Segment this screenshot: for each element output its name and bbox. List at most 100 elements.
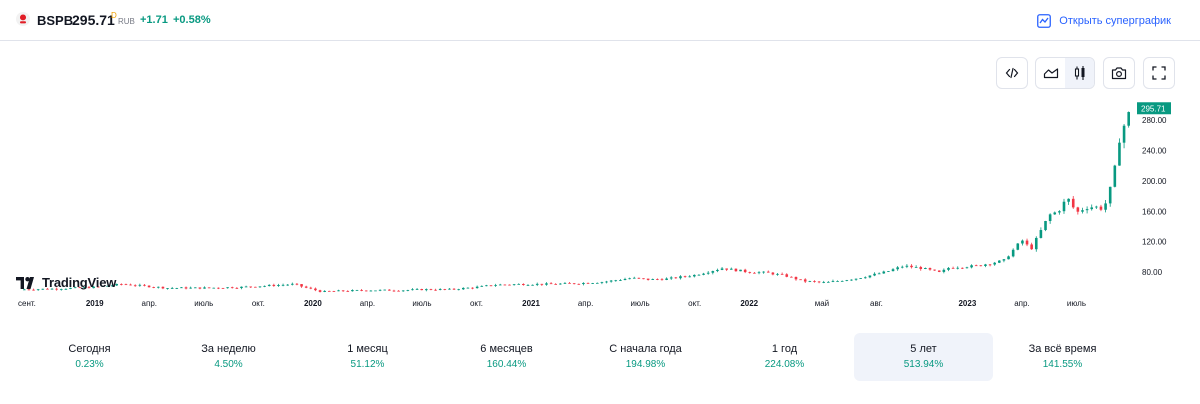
price-chart[interactable]: 280.00 240.00 200.00 160.00 120.00 80.00 295.7… bbox=[0, 95, 1200, 320]
candle-body bbox=[642, 278, 645, 280]
candle-body bbox=[947, 267, 950, 270]
fullscreen-button[interactable] bbox=[1143, 57, 1175, 89]
candle-body bbox=[531, 284, 534, 286]
candle-body bbox=[452, 288, 456, 290]
candle-body bbox=[993, 262, 996, 265]
candle-body bbox=[106, 285, 109, 287]
candle-body bbox=[1039, 230, 1043, 238]
period-3[interactable]: 6 месяцев 160.44% bbox=[437, 333, 576, 381]
candle-body bbox=[1058, 211, 1061, 213]
candle-body bbox=[466, 287, 470, 289]
candle-body bbox=[304, 286, 308, 288]
price-axis-label: 240.00 bbox=[1142, 147, 1167, 156]
price-axis-label: 80.00 bbox=[1142, 268, 1163, 277]
candle-body bbox=[217, 287, 220, 289]
candle-body bbox=[632, 277, 636, 279]
candle-body bbox=[272, 284, 276, 286]
area-chart-button[interactable] bbox=[1036, 58, 1065, 88]
period-2[interactable]: 1 месяц 51.12% bbox=[298, 333, 437, 381]
candle-body bbox=[286, 284, 289, 286]
candle-body bbox=[637, 277, 641, 279]
candle-body bbox=[725, 268, 728, 270]
candle-body bbox=[517, 283, 521, 285]
candle-body bbox=[46, 288, 49, 290]
candle-body bbox=[189, 287, 192, 289]
candle-body bbox=[549, 283, 553, 285]
period-label: 6 месяцев bbox=[480, 343, 533, 355]
candle-body bbox=[961, 267, 964, 269]
candle-body bbox=[69, 287, 72, 289]
candle-body bbox=[212, 287, 216, 289]
candle-body bbox=[1002, 259, 1006, 261]
price-axis: 280.00 240.00 200.00 160.00 120.00 80.00 295.7… bbox=[1137, 102, 1171, 277]
candle-body bbox=[905, 265, 909, 267]
candle-body bbox=[323, 290, 326, 292]
candle-body bbox=[485, 285, 488, 287]
price-axis-label: 120.00 bbox=[1142, 238, 1167, 247]
candle-body bbox=[739, 269, 742, 272]
candle-body bbox=[988, 264, 992, 266]
candle-body bbox=[1016, 243, 1020, 250]
candle-body bbox=[244, 286, 248, 288]
candle-body bbox=[748, 272, 752, 273]
candle-body bbox=[595, 282, 599, 284]
period-6[interactable]: 5 лет 513.94% bbox=[854, 333, 993, 381]
candle-body bbox=[1071, 198, 1075, 208]
period-4[interactable]: С начала года 194.98% bbox=[576, 333, 715, 381]
embed-code-button[interactable] bbox=[996, 57, 1028, 89]
candle-body bbox=[207, 287, 211, 289]
open-supergraph-link[interactable]: Открыть суперграфик bbox=[1037, 12, 1171, 30]
candle-body bbox=[1127, 112, 1130, 126]
candle-body bbox=[355, 290, 359, 291]
period-7[interactable]: За всё время 141.55% bbox=[993, 333, 1132, 381]
candle-body bbox=[1067, 198, 1070, 202]
candle-body bbox=[956, 267, 960, 269]
candle-body bbox=[166, 288, 169, 289]
candle-body bbox=[540, 283, 544, 285]
period-label: За неделю bbox=[201, 343, 256, 355]
candle-body bbox=[23, 289, 26, 291]
time-axis-label: окт. bbox=[688, 299, 701, 308]
bank-logo-icon bbox=[16, 12, 30, 26]
candle-body bbox=[720, 268, 724, 270]
candle-body bbox=[619, 280, 622, 281]
snapshot-button[interactable] bbox=[1103, 57, 1135, 89]
time-axis-label: апр. bbox=[360, 299, 375, 308]
candle-body bbox=[614, 280, 618, 282]
candle-body bbox=[734, 268, 738, 272]
period-value: 194.98% bbox=[625, 359, 666, 370]
price-axis-label: 280.00 bbox=[1142, 116, 1167, 125]
candlestick-chart-button[interactable] bbox=[1065, 58, 1094, 88]
candle-body bbox=[401, 290, 405, 292]
candle-body bbox=[526, 285, 530, 286]
candle-body bbox=[341, 290, 345, 292]
time-axis-label: окт. bbox=[470, 299, 483, 308]
candle-body bbox=[1090, 207, 1094, 210]
candle-body bbox=[924, 268, 927, 269]
candle-body bbox=[799, 279, 802, 281]
candle-body bbox=[1044, 220, 1047, 231]
candle-body bbox=[840, 280, 844, 282]
candle-body bbox=[309, 287, 313, 289]
candle-body bbox=[850, 279, 853, 281]
candle-body bbox=[411, 289, 414, 291]
candle-body bbox=[900, 266, 904, 268]
tradingview-logo[interactable]: TradingView bbox=[16, 275, 116, 290]
period-5[interactable]: 1 год 224.08% bbox=[715, 333, 854, 381]
candle-body bbox=[864, 277, 867, 279]
candle-body bbox=[974, 265, 978, 267]
header: BSPB 295.71 D RUB +1.71 +0.58% Открыть с… bbox=[0, 0, 1200, 41]
candle-body bbox=[817, 281, 821, 283]
candle-body bbox=[480, 285, 484, 287]
candle-body bbox=[351, 290, 354, 292]
candle-body bbox=[729, 268, 733, 270]
candle-body bbox=[143, 284, 146, 286]
candle-body bbox=[1007, 256, 1010, 260]
candle-body bbox=[771, 272, 775, 275]
period-0[interactable]: Сегодня 0.23% bbox=[20, 333, 159, 381]
candle-body bbox=[822, 282, 826, 283]
candle-body bbox=[147, 285, 151, 288]
candle-body bbox=[471, 287, 474, 289]
period-1[interactable]: За неделю 4.50% bbox=[159, 333, 298, 381]
supergraph-icon bbox=[1037, 14, 1052, 28]
